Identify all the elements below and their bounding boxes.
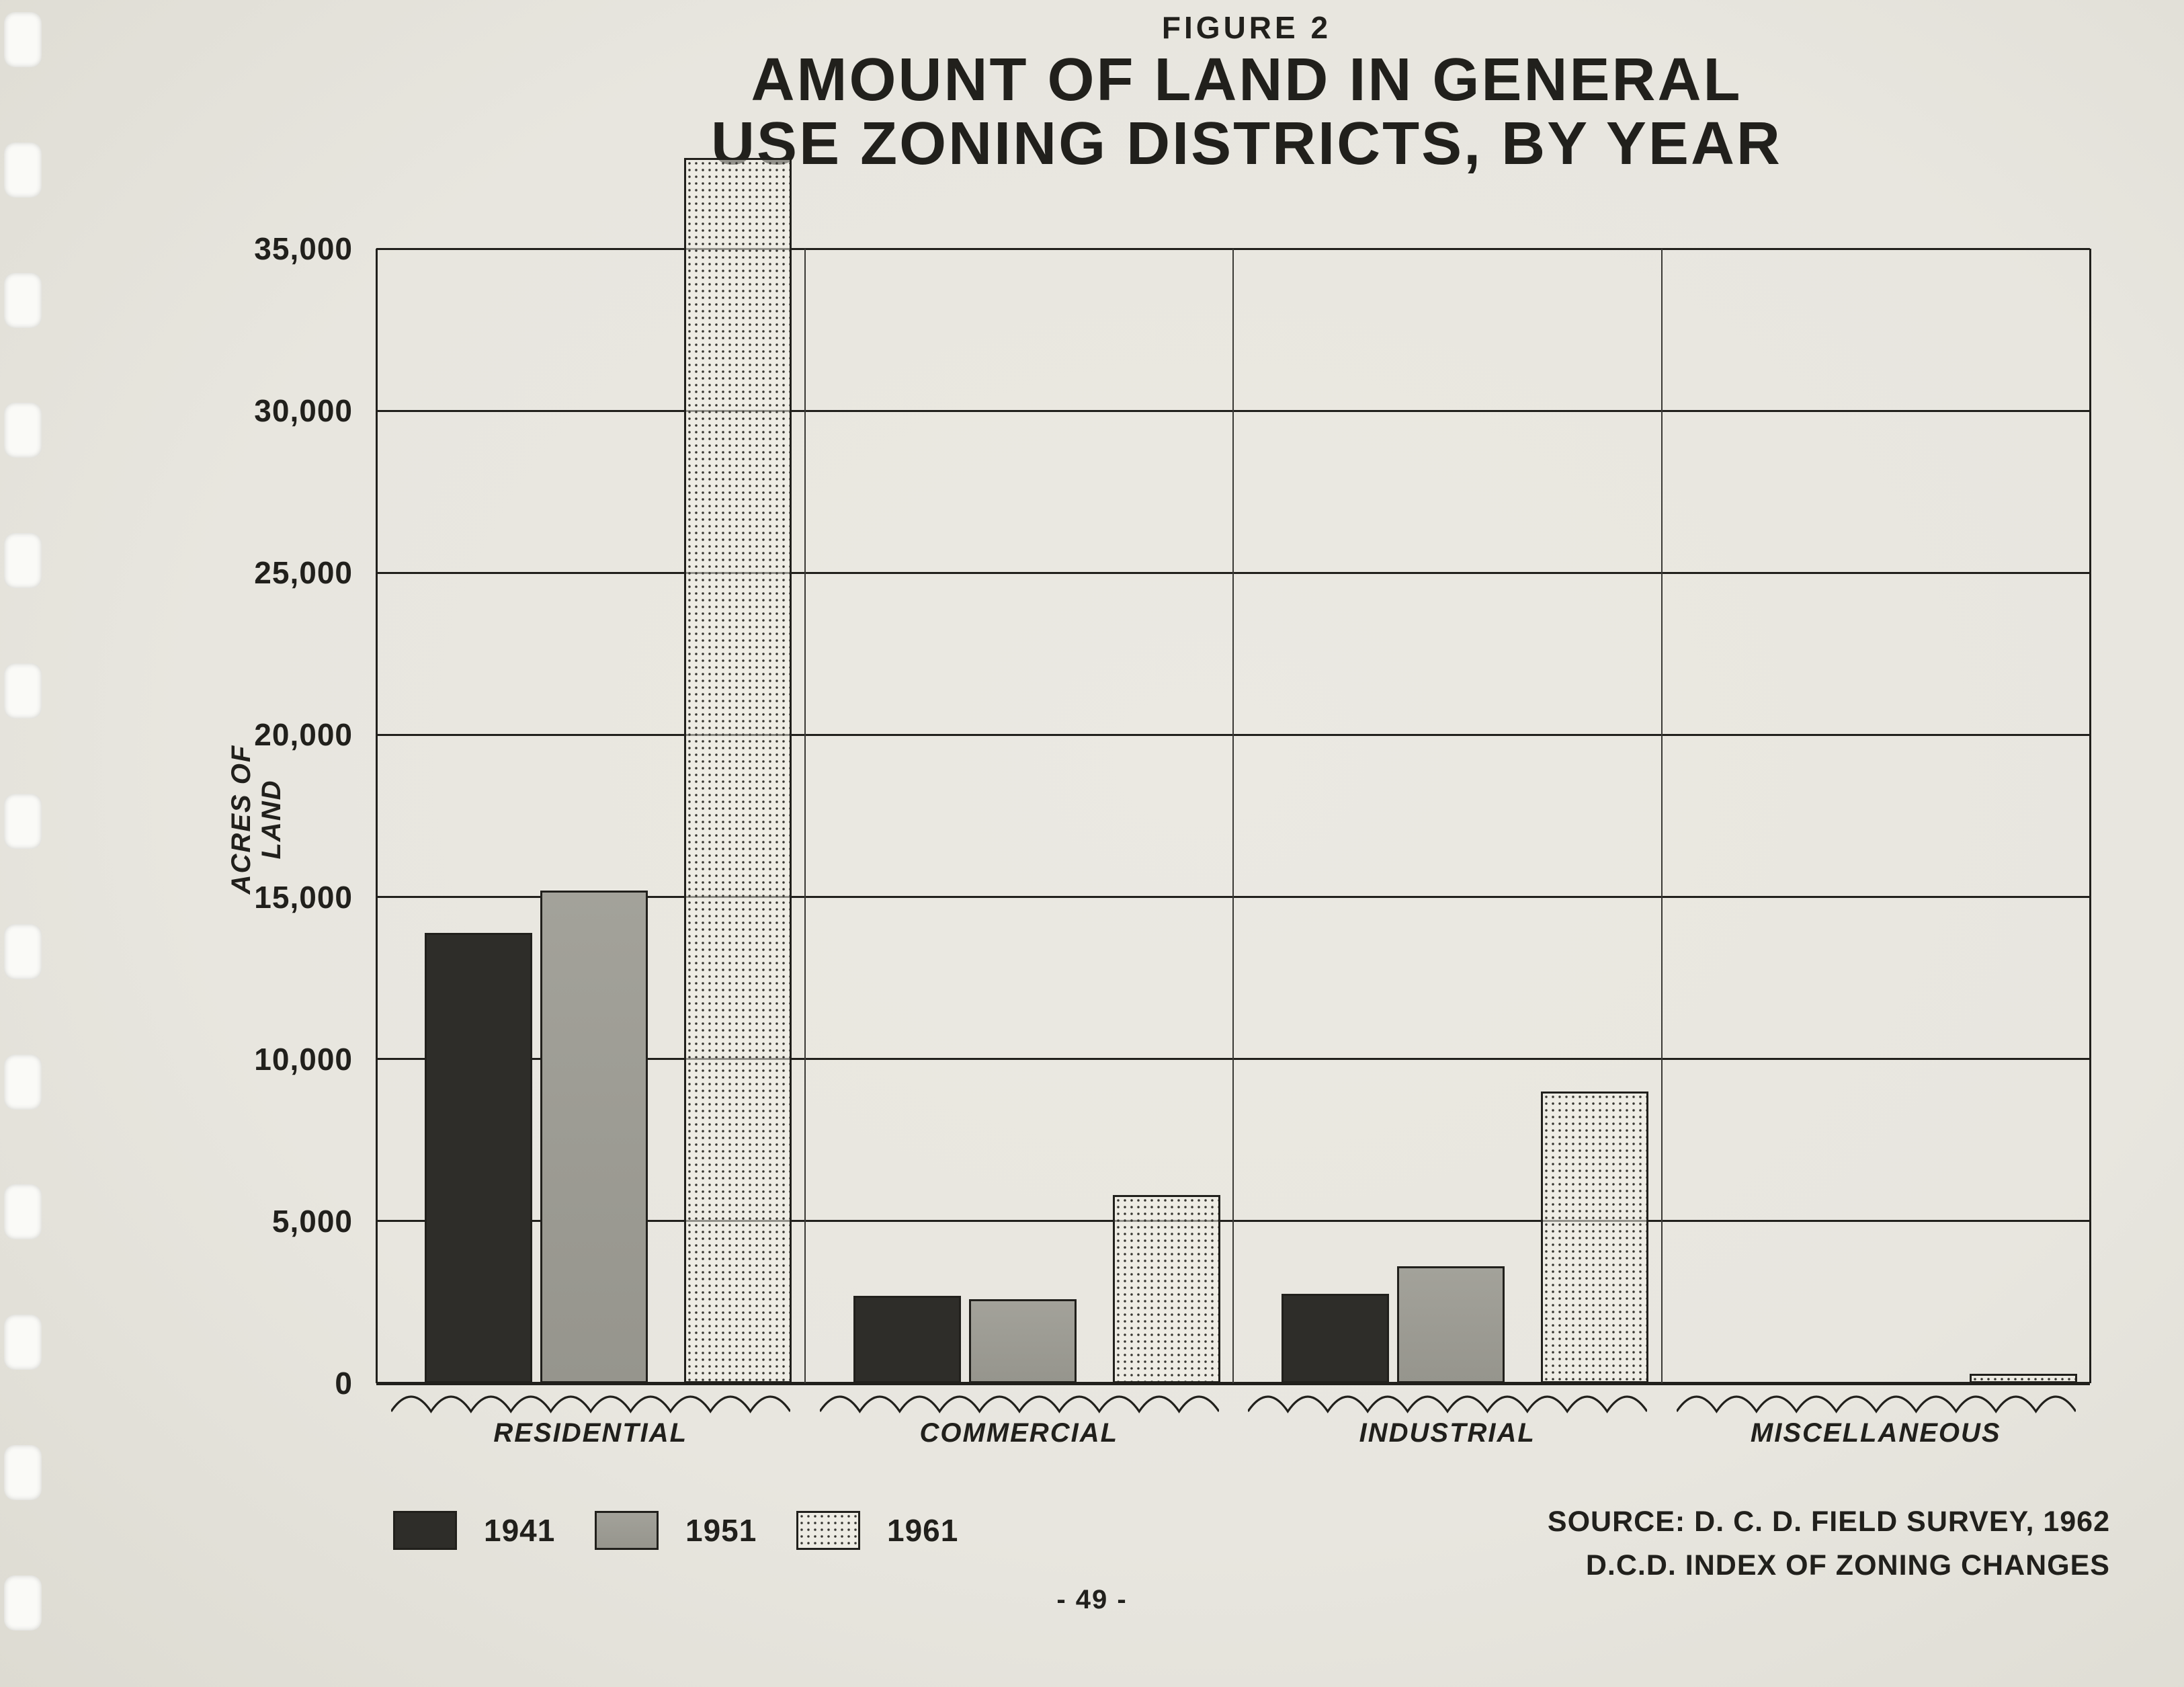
legend-swatch-1941 — [393, 1511, 457, 1550]
punch-hole — [4, 1575, 42, 1631]
punch-hole — [4, 663, 42, 719]
brace-under-residential — [390, 1389, 792, 1415]
bar-1941-residential — [425, 932, 532, 1383]
plot-border — [2089, 249, 2091, 1383]
plot-border — [375, 249, 378, 1383]
punch-hole — [4, 1315, 42, 1370]
y-tick-label: 0 — [335, 1366, 353, 1401]
y-tick-label: 10,000 — [254, 1041, 353, 1077]
punch-hole — [4, 272, 42, 328]
page-number: - 49 - — [1056, 1585, 1128, 1614]
section-divider — [1661, 249, 1663, 1383]
legend-swatch-1961 — [796, 1511, 860, 1550]
legend-label-1961: 1961 — [887, 1513, 959, 1548]
category-label-commercial: COMMERCIAL — [919, 1418, 1119, 1448]
bar-1961-residential — [684, 157, 792, 1383]
brace-under-miscellaneous — [1675, 1389, 2076, 1415]
category-label-industrial: INDUSTRIAL — [1359, 1418, 1536, 1448]
source-line1: SOURCE: D. C. D. FIELD SURVEY, 1962 — [1547, 1506, 2110, 1538]
punch-hole — [4, 793, 42, 849]
legend-label-1941: 1941 — [484, 1513, 556, 1548]
category-label-miscellaneous: MISCELLANEOUS — [1750, 1418, 2001, 1448]
bar-1941-commercial — [853, 1295, 961, 1383]
legend-swatch-1951 — [595, 1511, 659, 1550]
punch-hole — [4, 1054, 42, 1110]
y-tick-label: 25,000 — [254, 555, 353, 591]
bar-1951-commercial — [968, 1299, 1077, 1383]
figure-title-line1: AMOUNT OF LAND IN GENERAL — [751, 46, 1742, 114]
y-tick-label: 20,000 — [254, 717, 353, 753]
y-tick-label: 30,000 — [254, 393, 353, 429]
bar-1951-residential — [540, 890, 648, 1383]
y-tick-label: 15,000 — [254, 879, 353, 915]
figure-label: FIGURE 2 — [1161, 10, 1332, 45]
source-line2: D.C.D. INDEX OF ZONING CHANGES — [1585, 1549, 2110, 1581]
section-divider — [1232, 249, 1234, 1383]
punch-hole — [4, 1445, 42, 1501]
bar-1941-industrial — [1282, 1294, 1389, 1383]
punch-holes — [4, 12, 44, 1631]
punch-hole — [4, 12, 42, 67]
category-label-residential: RESIDENTIAL — [493, 1418, 688, 1448]
bar-1961-miscellaneous — [1969, 1373, 2077, 1383]
source-note: SOURCE: D. C. D. FIELD SURVEY, 1962 D.C.… — [1548, 1500, 2110, 1587]
figure-title-block: FIGURE 2 AMOUNT OF LAND IN GENERAL USE Z… — [363, 9, 2130, 177]
y-tick-label: 35,000 — [254, 231, 353, 266]
bar-1961-industrial — [1541, 1091, 1648, 1383]
grid-line-0 — [376, 1381, 2090, 1385]
brace-under-commercial — [818, 1389, 1220, 1415]
brace-under-industrial — [1247, 1389, 1648, 1415]
y-tick-label: 5,000 — [271, 1203, 353, 1239]
punch-hole — [4, 923, 42, 979]
punch-hole — [4, 1184, 42, 1240]
bar-1961-commercial — [1112, 1195, 1220, 1383]
bar-1951-industrial — [1397, 1266, 1505, 1383]
punch-hole — [4, 533, 42, 589]
punch-hole — [4, 403, 42, 458]
figure-title-line2: USE ZONING DISTRICTS, BY YEAR — [711, 110, 1782, 178]
punch-hole — [4, 142, 42, 198]
section-divider — [804, 249, 806, 1383]
legend-label-1951: 1951 — [685, 1513, 757, 1548]
